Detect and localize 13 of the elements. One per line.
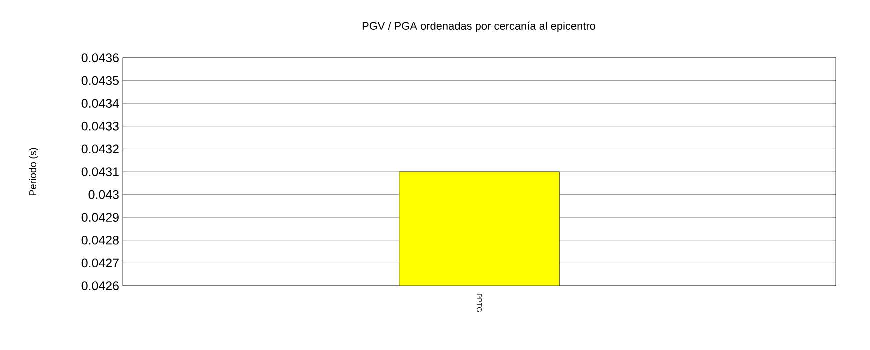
y-tick-label: 0.043	[88, 190, 119, 200]
y-tick-label: 0.0426	[82, 282, 119, 290]
y-axis-title: Periodo (s)	[29, 148, 39, 196]
y-tick-label: 0.0434	[82, 99, 120, 108]
y-tick-label: 0.0428	[82, 236, 119, 245]
y-tick-label: 0.0432	[82, 144, 119, 154]
y-tick-label: 0.0429	[82, 213, 119, 222]
y-tick-label: 0.0433	[82, 122, 119, 131]
y-tick-label: 0.0431	[82, 168, 119, 176]
y-tick-label: 0.0427	[82, 258, 119, 268]
chart-title: PGV / PGA ordenadas por cercanía al epicentro	[362, 22, 596, 32]
y-tick-label: 0.0435	[82, 76, 119, 86]
y-tick-label: 0.0436	[82, 54, 119, 62]
